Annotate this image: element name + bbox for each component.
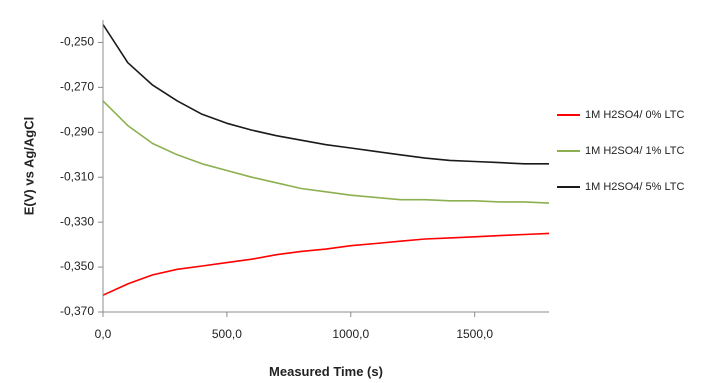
- series-line-0: [102, 232, 550, 296]
- x-tick-label: 1500,0: [456, 327, 493, 341]
- y-tick-label: -0,250: [60, 35, 94, 49]
- y-tick-label: -0,370: [60, 304, 94, 318]
- y-tick-label: -0,350: [60, 259, 94, 273]
- legend: 1M H2SO4/ 0% LTC 1M H2SO4/ 1% LTC 1M H2SO4…: [557, 109, 684, 193]
- x-tick-label: 1000,0: [332, 327, 369, 341]
- x-tick-label: 0,0: [95, 327, 112, 341]
- plot-lines: [102, 24, 550, 296]
- ticks: -0,250 -0,270 -0,290 -0,310 -0,330 -0,350 -0,3…: [60, 35, 493, 341]
- x-tick-label: 500,0: [212, 327, 242, 341]
- axes: [102, 20, 549, 313]
- y-tick-label: -0,330: [60, 214, 94, 228]
- legend-entry: 1M H2SO4/ 5% LTC: [585, 181, 684, 193]
- legend-entry: 1M H2SO4/ 0% LTC: [585, 109, 684, 121]
- series-line-2: [102, 24, 549, 165]
- y-axis-title: E(V) vs Ag/AgCl: [21, 117, 36, 215]
- series-line-1: [102, 100, 550, 204]
- legend-entry: 1M H2SO4/ 1% LTC: [585, 145, 684, 157]
- y-tick-label: -0,310: [60, 169, 94, 183]
- y-tick-label: -0,290: [60, 124, 94, 138]
- x-axis-title: Measured Time (s): [269, 364, 383, 379]
- y-tick-label: -0,270: [60, 80, 94, 94]
